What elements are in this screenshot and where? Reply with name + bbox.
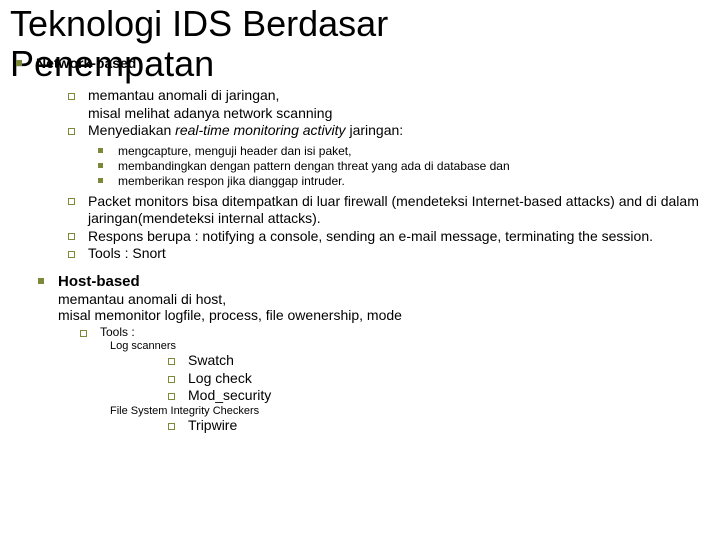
- overlay-network-label: Network-based: [36, 55, 136, 71]
- net-item-2-pre: Menyediakan: [88, 122, 175, 138]
- net-sub-1: mengcapture, menguji header dan isi pake…: [98, 144, 710, 159]
- net-item-2: Menyediakan real-time monitoring activit…: [68, 122, 710, 140]
- net-item-5: Tools : Snort: [68, 245, 710, 263]
- host-desc-1: memantau anomali di host,: [58, 291, 710, 307]
- host-header: Host-based: [38, 273, 710, 292]
- net-sub-3: memberikan respon jika dianggap intruder…: [98, 174, 710, 189]
- net-item-1b: misal melihat adanya network scanning: [88, 105, 332, 121]
- host-c2a: Tripwire: [168, 417, 710, 435]
- net-item-1a: memantau anomali di jaringan,: [88, 87, 279, 103]
- host-tools-label: Tools :: [80, 325, 710, 340]
- net-item-4: Respons berupa : notifying a console, se…: [68, 228, 710, 246]
- host-cat1: Log scanners: [110, 340, 710, 352]
- host-cat1-list: Swatch Log check Mod_security: [168, 352, 710, 405]
- network-sublist: mengcapture, menguji header dan isi pake…: [98, 144, 710, 189]
- net-sub-2: membandingkan dengan pattern dengan thre…: [98, 159, 710, 174]
- net-item-1: memantau anomali di jaringan, misal meli…: [68, 87, 710, 122]
- title-line-1: Teknologi IDS Berdasar: [10, 4, 710, 44]
- host-c1a: Swatch: [168, 352, 710, 370]
- title-block: Teknologi IDS Berdasar Penempatan Networ…: [10, 4, 710, 83]
- host-desc-2: misal memonitor logfile, process, file o…: [58, 307, 710, 323]
- net-item-2-em: real-time monitoring activity: [175, 122, 345, 138]
- overlay-network-bullet: Network-based: [16, 54, 136, 74]
- network-list: memantau anomali di jaringan, misal meli…: [68, 87, 710, 140]
- host-tools: Tools :: [80, 325, 710, 340]
- network-list-2: Packet monitors bisa ditempatkan di luar…: [68, 193, 710, 263]
- host-cat2-list: Tripwire: [168, 417, 710, 435]
- net-item-2-post: jaringan:: [346, 122, 404, 138]
- host-desc: memantau anomali di host, misal memonito…: [58, 291, 710, 323]
- host-c1b: Log check: [168, 370, 710, 388]
- net-item-3: Packet monitors bisa ditempatkan di luar…: [68, 193, 710, 228]
- host-title: Host-based: [38, 273, 710, 292]
- host-c1c: Mod_security: [168, 387, 710, 405]
- host-cat2: File System Integrity Checkers: [110, 405, 710, 417]
